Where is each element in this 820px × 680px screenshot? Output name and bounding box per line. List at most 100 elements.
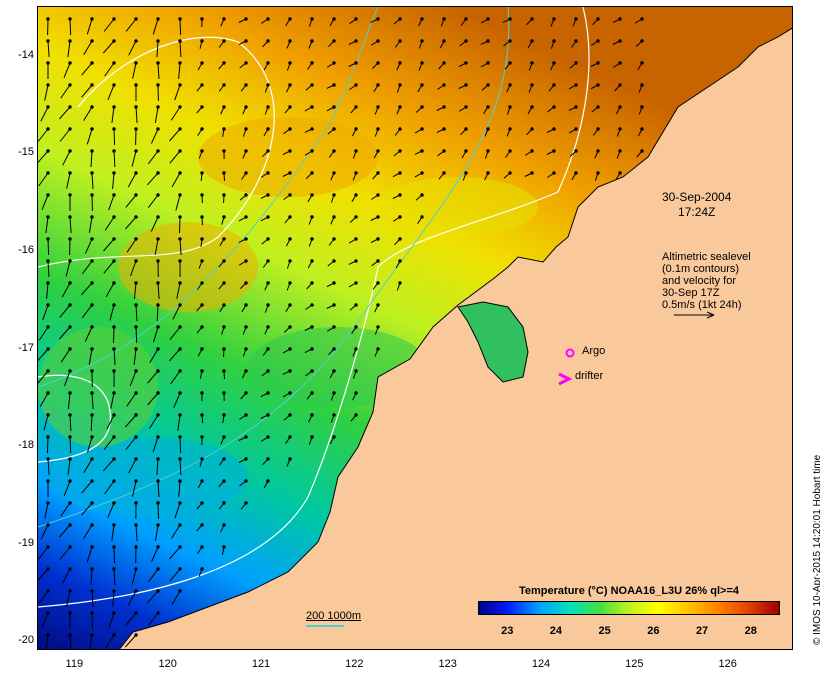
velocity-arrow	[128, 40, 137, 56]
velocity-arrow-head	[112, 215, 116, 219]
velocity-arrow-head	[134, 105, 138, 109]
velocity-arrow-head	[574, 17, 578, 21]
velocity-arrow	[90, 568, 93, 586]
colorbar-tick-label: 27	[695, 625, 709, 637]
velocity-arrow-head	[178, 237, 182, 241]
velocity-arrow	[125, 194, 137, 208]
velocity-arrow-head	[530, 61, 534, 65]
velocity-arrow-head	[332, 413, 336, 417]
altimetry-line: 30-Sep 17Z	[662, 287, 720, 299]
velocity-arrow	[169, 546, 181, 560]
velocity-arrow-head	[618, 39, 622, 43]
velocity-arrow-head	[288, 127, 292, 131]
velocity-arrow-head	[618, 61, 622, 65]
velocity-arrow	[126, 238, 137, 253]
velocity-arrow-head	[288, 237, 292, 241]
velocity-arrow-head	[266, 281, 270, 285]
velocity-arrow	[113, 348, 116, 366]
velocity-arrow-head	[552, 171, 556, 175]
velocity-arrow-head	[310, 61, 314, 65]
velocity-arrow-head	[574, 127, 578, 131]
velocity-arrow-head	[156, 501, 160, 505]
velocity-arrow-head	[640, 127, 644, 131]
velocity-arrow	[110, 392, 115, 409]
velocity-arrow-head	[288, 215, 292, 219]
velocity-arrow	[156, 458, 159, 476]
velocity-arrow	[127, 590, 137, 606]
velocity-arrow-head	[618, 83, 622, 87]
velocity-arrow-head	[420, 83, 424, 87]
velocity-arrow	[179, 18, 182, 36]
velocity-arrow	[174, 84, 181, 101]
velocity-arrow	[128, 458, 137, 474]
velocity-arrow-head	[68, 435, 72, 439]
velocity-arrow-head	[156, 39, 160, 43]
velocity-arrow	[179, 458, 182, 476]
velocity-arrow-head	[68, 545, 72, 549]
velocity-arrow-head	[552, 39, 556, 43]
velocity-arrow-head	[156, 237, 160, 241]
velocity-arrow-head	[486, 17, 490, 21]
velocity-arrow-head	[376, 171, 380, 175]
velocity-arrow	[69, 18, 72, 36]
velocity-arrow-head	[244, 347, 248, 351]
velocity-arrow-head	[376, 193, 380, 197]
velocity-arrow	[135, 304, 138, 322]
velocity-arrow	[86, 546, 93, 563]
velocity-arrow-head	[288, 369, 292, 373]
velocity-arrow-head	[134, 61, 138, 65]
velocity-arrow-head	[156, 325, 160, 329]
velocity-arrow-head	[244, 105, 248, 109]
velocity-arrow	[172, 304, 181, 320]
lon-tick-label: 126	[718, 658, 737, 670]
velocity-scale-arrow	[674, 311, 715, 319]
velocity-arrow-head	[398, 171, 402, 175]
velocity-arrow	[147, 370, 159, 384]
velocity-arrow-head	[46, 215, 50, 219]
velocity-arrow-head	[266, 347, 270, 351]
velocity-arrow-head	[90, 39, 94, 43]
velocity-arrow-head	[134, 127, 138, 131]
velocity-arrow-head	[46, 259, 50, 263]
velocity-arrow-head	[552, 61, 556, 65]
velocity-arrow-head	[288, 281, 292, 285]
velocity-arrow-head	[464, 17, 468, 21]
lat-tick-label: -14	[18, 48, 34, 61]
velocity-arrow-head	[156, 215, 160, 219]
velocity-arrow-head	[90, 391, 94, 395]
velocity-arrow-head	[288, 17, 292, 21]
velocity-arrow-head	[46, 545, 50, 549]
velocity-arrow-head	[288, 83, 292, 87]
velocity-arrow	[103, 260, 115, 274]
velocity-arrow-head	[266, 479, 270, 483]
velocity-arrow-head	[178, 149, 182, 153]
velocity-arrow-head	[112, 237, 116, 241]
velocity-arrow	[91, 392, 94, 410]
velocity-arrow-head	[68, 501, 72, 505]
velocity-arrow	[83, 106, 93, 121]
velocity-arrow	[38, 370, 49, 384]
velocity-arrow	[59, 128, 71, 142]
velocity-arrow	[169, 326, 181, 340]
velocity-arrow	[81, 480, 93, 494]
velocity-arrow-head	[200, 83, 204, 87]
velocity-arrow-head	[398, 215, 402, 219]
velocity-arrow-head	[244, 259, 248, 263]
velocity-arrow-head	[134, 391, 138, 395]
velocity-arrow-head	[68, 17, 72, 21]
velocity-arrow	[81, 62, 93, 76]
velocity-arrow-head	[46, 523, 50, 527]
velocity-arrow-head	[90, 479, 94, 483]
velocity-arrow-head	[134, 435, 138, 439]
velocity-arrow-head	[376, 281, 380, 285]
lon-tick-label: 122	[345, 658, 364, 670]
altimetry-legend: Altimetric sealevel (0.1m contours) and …	[662, 251, 751, 311]
velocity-arrow-head	[46, 347, 50, 351]
velocity-arrow-head	[112, 633, 116, 637]
velocity-arrow-head	[222, 325, 226, 329]
velocity-arrow	[149, 348, 159, 363]
velocity-arrow-head	[134, 501, 138, 505]
velocity-arrow	[59, 546, 71, 560]
velocity-arrow-head	[112, 39, 116, 43]
velocity-arrow	[179, 436, 182, 454]
